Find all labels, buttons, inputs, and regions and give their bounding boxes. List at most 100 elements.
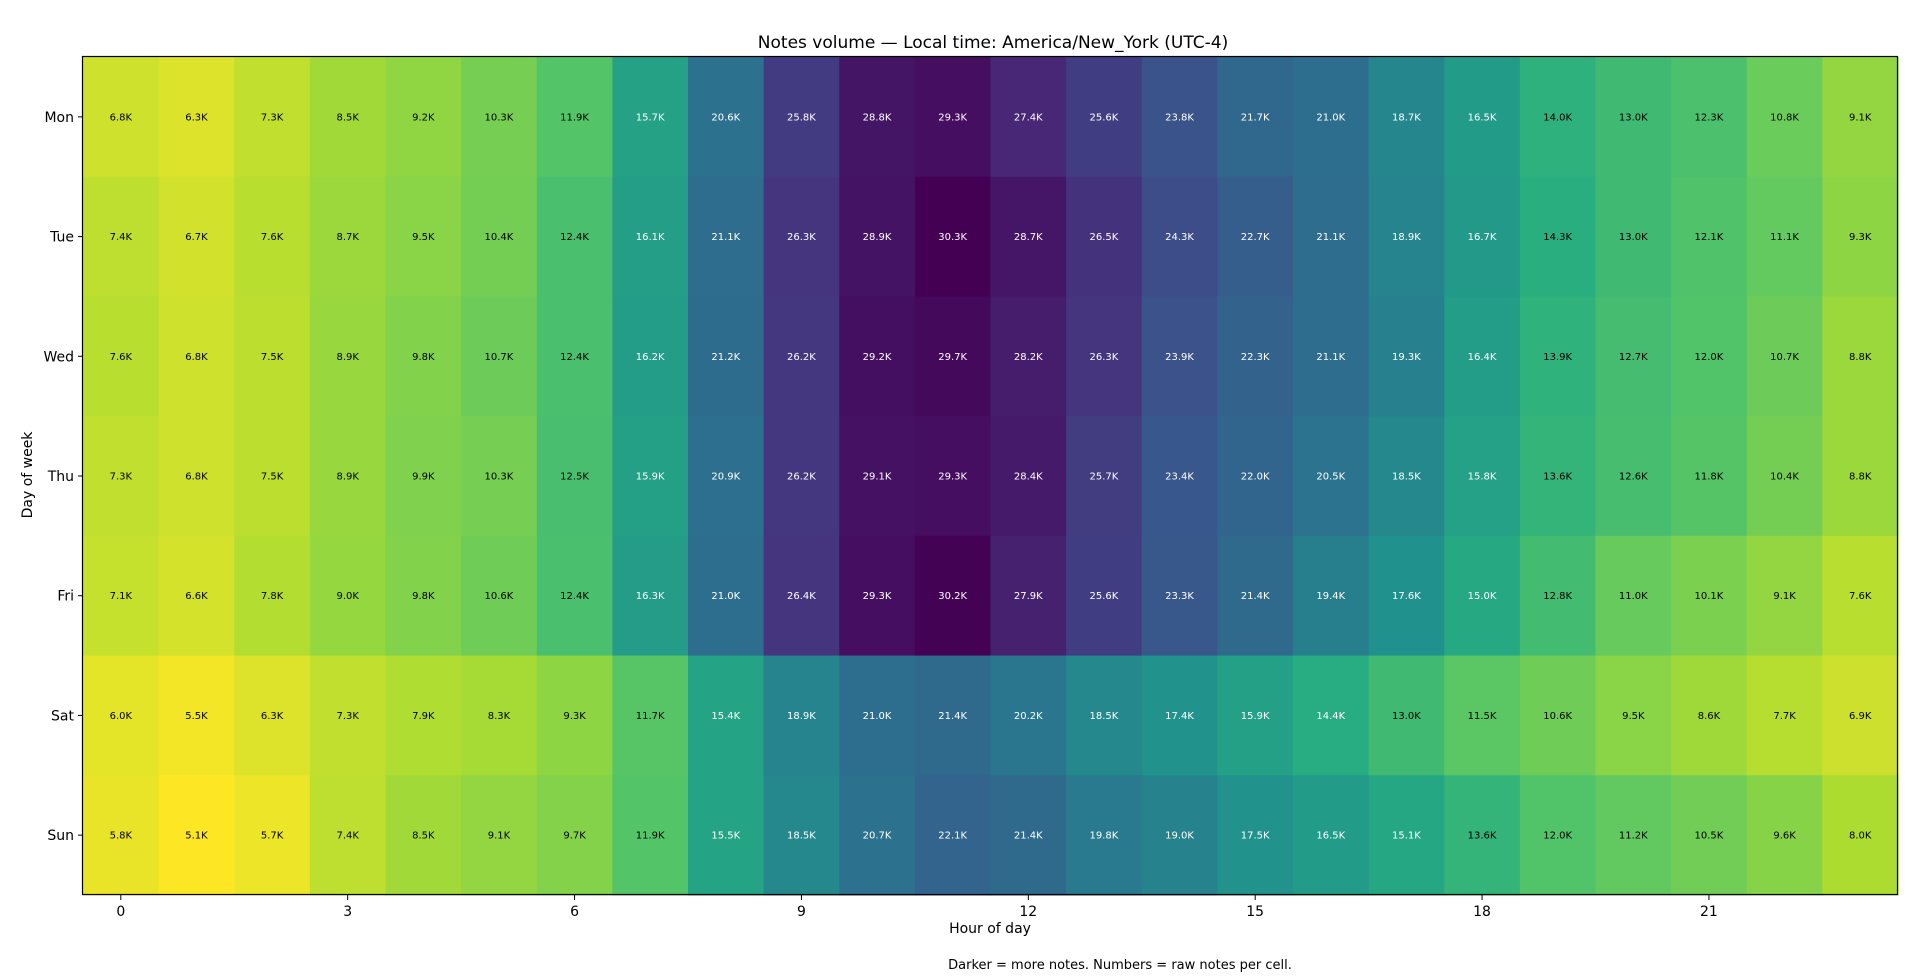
cell-value-label: 9.8K [412,591,435,602]
heatmap-cell [612,416,689,537]
heatmap-cell [536,57,613,178]
cell-value-label: 13.9K [1543,352,1572,363]
heatmap-cell [1066,57,1143,178]
heatmap-cell [612,775,689,896]
heatmap-cell [158,535,235,657]
heatmap-cell [536,535,613,657]
cell-value-label: 21.1K [711,232,740,243]
cell-value-label: 30.2K [938,591,967,602]
cell-value-label: 29.2K [863,352,892,363]
cell-value-label: 16.2K [636,352,665,363]
cell-value-label: 21.4K [938,711,967,722]
heatmap-cell [1217,176,1294,298]
heatmap-cell [1368,57,1445,178]
heatmap-cell [1519,296,1597,417]
heatmap-cell [1822,416,1899,537]
cell-value-label: 14.4K [1316,711,1345,722]
cell-value-label: 7.3K [336,711,359,722]
cell-value-label: 12.1K [1695,232,1724,243]
cell-value-label: 9.3K [1849,232,1872,243]
cell-value-label: 29.3K [938,472,967,483]
heatmap-cell [612,535,689,657]
heatmap-cell [1444,176,1521,298]
cell-value-label: 6.3K [185,112,208,123]
heatmap-cell [1217,57,1294,178]
x-tick-label: 0 [116,904,125,920]
heatmap-cell [1595,57,1672,178]
cell-value-label: 7.8K [261,591,284,602]
y-tick-label: Fri [57,589,74,605]
heatmap-cell [839,655,916,776]
heatmap-cell [1444,655,1521,776]
heatmap-cell [158,296,235,417]
heatmap-cell [1671,57,1748,178]
cell-value-label: 7.3K [261,112,284,123]
cell-value-label: 10.4K [485,232,514,243]
cell-value-label: 9.8K [412,352,435,363]
heatmap-cell [1141,176,1218,298]
heatmap-cell [1671,296,1748,417]
cell-value-label: 10.3K [485,112,514,123]
x-tick-label: 12 [1019,904,1037,920]
heatmap-cell [914,655,992,776]
cell-value-label: 5.8K [110,831,133,842]
heatmap-cell [1217,535,1294,657]
cell-value-label: 20.9K [711,472,740,483]
heatmap-cell [385,176,462,298]
heatmap-cell [1746,775,1823,896]
heatmap-cell [688,655,765,776]
heatmap-cell [1444,416,1521,537]
heatmap-cell [1671,176,1748,298]
cell-value-label: 8.5K [336,112,359,123]
heatmap-cell [1293,296,1370,417]
heatmap-cell [990,775,1067,896]
x-axis-ticks: 0 3 6 9 12 15 18 21 [116,895,1718,920]
cell-value-label: 25.6K [1090,591,1119,602]
cell-value-label: 24.3K [1165,232,1194,243]
heatmap-cell [158,416,235,537]
heatmap-cell [839,57,916,178]
cell-value-label: 19.4K [1316,591,1345,602]
cell-value-label: 29.3K [863,591,892,602]
heatmap-cell [1444,535,1521,657]
cell-value-label: 9.5K [1622,711,1645,722]
heatmap-cell [385,57,462,178]
cell-value-label: 5.7K [261,831,284,842]
heatmap-cell [914,57,992,178]
heatmap-cell [839,775,916,896]
y-tick-label: Sat [51,708,74,724]
cell-value-label: 8.9K [336,472,359,483]
cell-value-label: 20.6K [711,112,740,123]
cell-value-label: 6.6K [185,591,208,602]
heatmap-cell [763,655,840,776]
heatmap-cell [1293,416,1370,537]
cell-value-label: 16.7K [1468,232,1497,243]
cell-value-label: 22.1K [938,831,967,842]
cell-value-label: 13.0K [1392,711,1421,722]
heatmap-cell [1066,775,1143,896]
heatmap-cell [461,57,538,178]
cell-value-label: 19.3K [1392,352,1421,363]
cell-value-label: 6.9K [1849,711,1872,722]
heatmap-cell [612,296,689,417]
cell-value-label: 25.8K [787,112,816,123]
heatmap-cell [1293,775,1370,896]
cell-value-label: 26.2K [787,472,816,483]
cell-value-label: 8.6K [1698,711,1721,722]
y-axis-ticks: Mon Tue Wed Thu Fri Sat Sun [43,110,83,844]
heatmap-cell [1519,655,1597,776]
cell-value-label: 21.4K [1241,591,1270,602]
cell-value-label: 23.9K [1165,352,1194,363]
cell-value-label: 7.5K [261,472,284,483]
heatmap-cell [1293,535,1370,657]
heatmap-cell [1444,296,1521,417]
heatmap-cell [461,655,538,776]
heatmap-cell [688,57,765,178]
heatmap-cell [461,775,538,896]
cell-value-label: 7.1K [110,591,133,602]
y-tick-label: Mon [44,110,74,126]
cell-value-label: 11.9K [636,831,665,842]
cell-value-label: 12.8K [1543,591,1572,602]
heatmap-cell [385,655,462,776]
